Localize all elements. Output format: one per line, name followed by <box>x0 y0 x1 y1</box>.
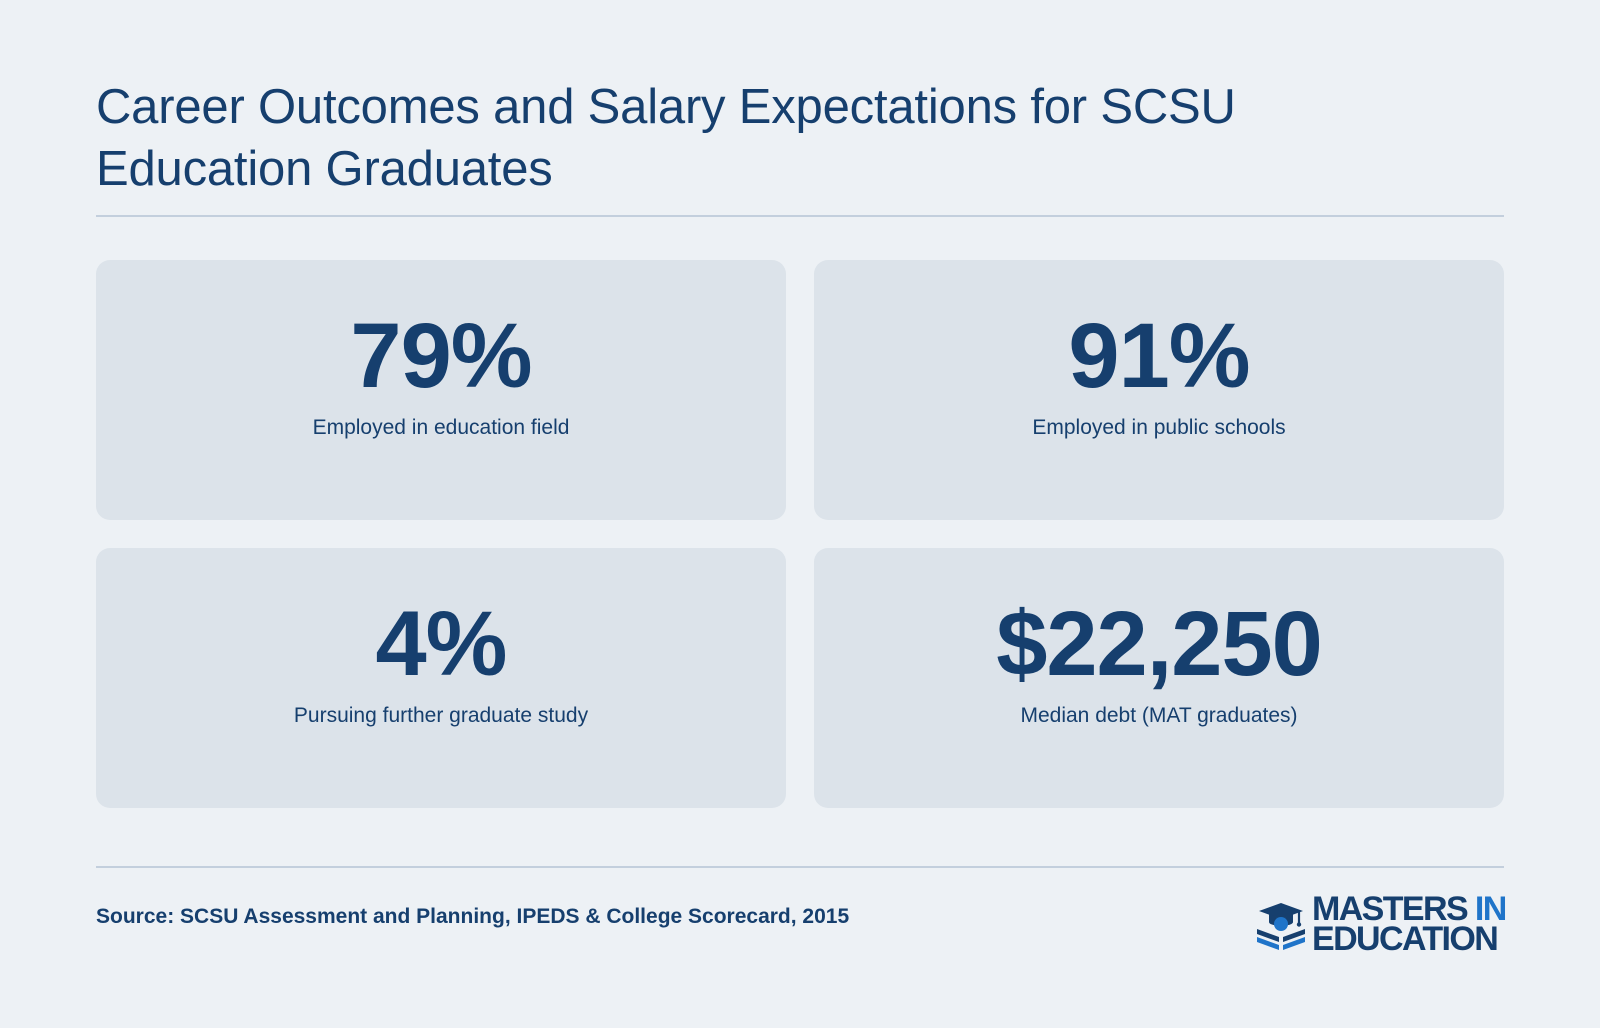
stat-label: Pursuing further graduate study <box>293 704 589 727</box>
source-citation: Source: SCSU Assessment and Planning, IP… <box>96 905 850 928</box>
logo-word-in: IN <box>1474 890 1507 928</box>
header-divider <box>96 215 1504 217</box>
logo-word-masters: MASTERS <box>1312 890 1469 928</box>
stat-card-graduate-study: 4% Pursuing further graduate study <box>96 548 786 808</box>
page-title: Career Outcomes and Salary Expectations … <box>96 80 1236 196</box>
infographic: Career Outcomes and Salary Expectations … <box>96 76 1507 976</box>
logo-line-1: MASTERS IN <box>1312 892 1507 926</box>
stat-card-public-schools: 91% Employed in public schools <box>814 260 1504 520</box>
stat-card-education-field: 79% Employed in education field <box>96 260 786 520</box>
graduation-cap-book-icon <box>1257 903 1305 950</box>
footer-divider <box>96 866 1504 868</box>
stat-label: Employed in public schools <box>1032 416 1286 439</box>
stat-label: Employed in education field <box>312 416 570 439</box>
logo-word-education: EDUCATION <box>1312 920 1499 958</box>
stat-value: 79% <box>350 305 532 407</box>
stat-value: 4% <box>375 593 508 695</box>
stats-grid: 79% Employed in education field 91% Empl… <box>96 260 1504 808</box>
stat-value: $22,250 <box>996 593 1323 695</box>
stat-label: Median debt (MAT graduates) <box>1020 704 1298 727</box>
logo-wordmark: MASTERS IN EDUCATION <box>1312 892 1507 958</box>
stat-value: 91% <box>1068 305 1250 407</box>
masters-in-education-logo: MASTERS IN EDUCATION <box>1254 892 1507 958</box>
stat-card-median-debt: $22,250 Median debt (MAT graduates) <box>814 548 1504 808</box>
